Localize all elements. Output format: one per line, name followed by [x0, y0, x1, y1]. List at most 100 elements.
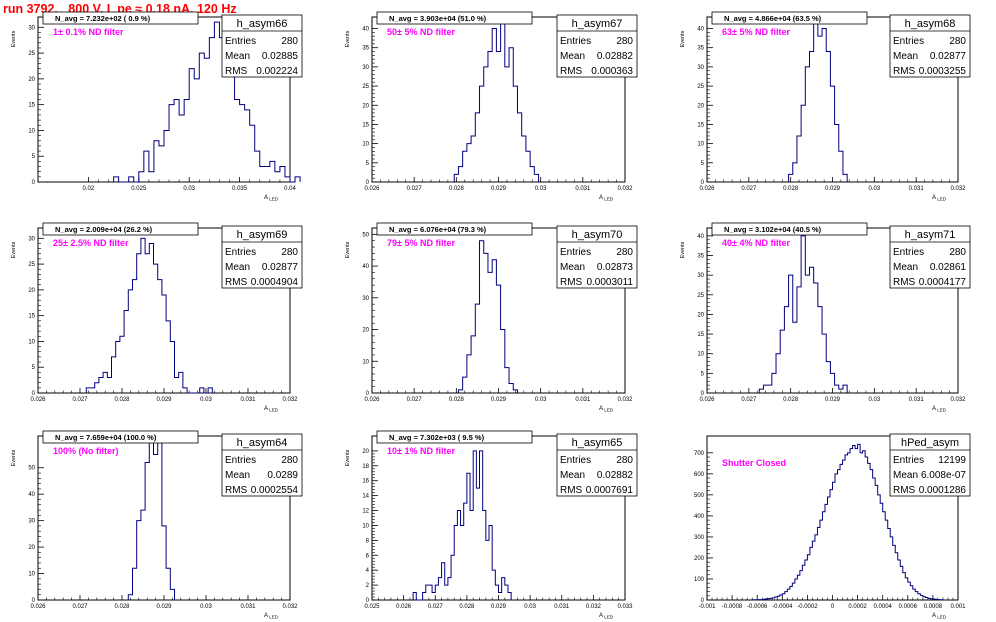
x-tick-label: 0.029: [825, 397, 841, 403]
y-tick-label: 16: [362, 479, 369, 485]
x-axis-label-sub: LED: [603, 408, 614, 413]
histogram-line: [788, 20, 848, 182]
x-tick-label: 0.029: [825, 186, 841, 192]
histogram-name: h_asym69: [237, 229, 288, 241]
y-tick-label: 0: [32, 598, 36, 604]
y-tick-label: 35: [697, 254, 704, 260]
y-tick-label: 12: [362, 509, 369, 515]
y-tick-label: 0: [701, 391, 705, 397]
stats-value: 0.02885: [262, 51, 299, 62]
x-tick-label: 0.025: [131, 186, 147, 192]
stats-value: 0.0002554: [251, 485, 299, 496]
x-tick-label: 0.027: [741, 397, 757, 403]
histogram-line: [758, 235, 848, 393]
x-tick-label: 0.027: [72, 604, 88, 610]
y-tick-label: 25: [362, 84, 369, 90]
stats-value: 280: [616, 36, 633, 47]
x-tick-label: 0.04: [284, 186, 296, 192]
y-tick-label: 40: [362, 27, 369, 33]
y-axis-label: Events: [345, 241, 351, 258]
histogram-name: h_asym71: [905, 229, 956, 241]
stats-value: 0.0004177: [919, 277, 967, 288]
x-axis-label-sub: LED: [603, 197, 614, 202]
filter-annotation: Shutter Closed: [722, 458, 786, 468]
stats-label: Mean: [560, 262, 585, 273]
y-axis-label: Events: [345, 30, 351, 47]
y-tick-label: 10: [362, 359, 369, 365]
histogram-panel-hPed_asym: -0.001 -0.0008 -0.0006 -0.0004 -0.0002 0 0.000…: [694, 433, 971, 620]
histogram-line: [113, 21, 301, 183]
x-tick-label: 0.026: [699, 397, 715, 403]
stats-label: Mean: [893, 51, 918, 62]
stats-label: Entries: [893, 36, 924, 47]
y-tick-label: 5: [701, 161, 705, 167]
stats-value: 0.02882: [597, 470, 634, 481]
stats-label: Mean: [225, 51, 250, 62]
histogram-panel-h_asym64: 0.026 0.027 0.028 0.029 0.03 0.031 0.032 0 10 20 3…: [11, 430, 303, 620]
x-axis-label: A LED: [264, 406, 279, 413]
x-tick-label: 0.027: [72, 397, 88, 403]
y-tick-label: 40: [697, 234, 704, 240]
x-tick-label: 0.03: [535, 186, 547, 192]
x-tick-label: 0.026: [30, 397, 46, 403]
stats-value: 0.02882: [597, 51, 634, 62]
filter-annotation: 50± 5% ND filter: [387, 27, 455, 37]
y-axis-label: Events: [680, 241, 686, 258]
x-tick-label: 0.026: [699, 186, 715, 192]
y-tick-label: 10: [362, 142, 369, 148]
histogram-line: [751, 443, 944, 601]
navg-label: N_avg = 3.903e+04 (51.0 %): [389, 14, 487, 23]
stats-label: RMS: [893, 485, 916, 496]
x-tick-label: 0.03: [200, 604, 212, 610]
x-tick-label: 0.001: [950, 604, 966, 610]
histogram-line: [127, 435, 175, 600]
y-tick-label: 20: [362, 328, 369, 334]
filter-annotation: 25± 2.5% ND filter: [53, 238, 129, 248]
stats-value: 0.0003011: [586, 277, 633, 288]
histogram-panel-h_asym68: 0.026 0.027 0.028 0.029 0.03 0.031 0.032 0 5 10 15…: [680, 11, 971, 202]
x-axis-label: A LED: [932, 613, 947, 620]
stats-value: 280: [281, 247, 298, 258]
stats-box: [556, 433, 638, 497]
stats-value: 280: [949, 247, 966, 258]
x-tick-label: 0.028: [783, 397, 799, 403]
filter-annotation: 63± 5% ND filter: [722, 27, 790, 37]
x-tick-label: 0.03: [183, 186, 195, 192]
histogram-line: [85, 237, 213, 394]
y-tick-label: 0: [366, 180, 370, 186]
histogram-name: h_asym70: [572, 229, 623, 241]
stats-label: RMS: [560, 277, 583, 288]
stats-label: Mean: [560, 51, 585, 62]
stats-value: 0.002224: [256, 66, 298, 77]
y-tick-label: 40: [362, 264, 369, 270]
x-tick-label: 0.03: [868, 397, 880, 403]
histogram-name: h_asym64: [237, 437, 288, 449]
x-axis-label: A LED: [599, 406, 614, 413]
y-tick-label: 0: [701, 598, 705, 604]
x-tick-label: 0.03: [200, 397, 212, 403]
x-axis-label-sub: LED: [268, 615, 279, 620]
y-tick-label: 20: [362, 449, 369, 455]
navg-label: N_avg = 3.102e+04 (40.5 %): [724, 225, 822, 234]
x-tick-label: 0.032: [950, 186, 966, 192]
x-tick-label: 0.026: [396, 604, 412, 610]
y-tick-label: 30: [697, 273, 704, 279]
stats-value: 0.0004904: [251, 277, 299, 288]
histogram-panel-h_asym71: 0.026 0.027 0.028 0.029 0.03 0.031 0.032 0 5 10 15…: [680, 222, 971, 413]
navg-box: [42, 11, 199, 25]
y-tick-label: 300: [694, 535, 705, 541]
stats-value: 0.000363: [591, 66, 633, 77]
stats-value: 12199: [938, 455, 966, 466]
x-axis-label-sub: LED: [936, 408, 947, 413]
x-tick-label: 0.0008: [924, 604, 943, 610]
navg-label: N_avg = 7.659e+04 (100.0 %): [55, 433, 157, 442]
x-tick-label: 0.032: [282, 397, 298, 403]
x-axis-label: A LED: [599, 613, 614, 620]
x-tick-label: 0.027: [428, 604, 444, 610]
x-tick-label: 0.031: [240, 397, 256, 403]
y-tick-label: 15: [697, 332, 704, 338]
x-tick-label: 0.028: [114, 604, 130, 610]
stats-label: RMS: [893, 277, 916, 288]
x-tick-label: 0: [831, 604, 835, 610]
